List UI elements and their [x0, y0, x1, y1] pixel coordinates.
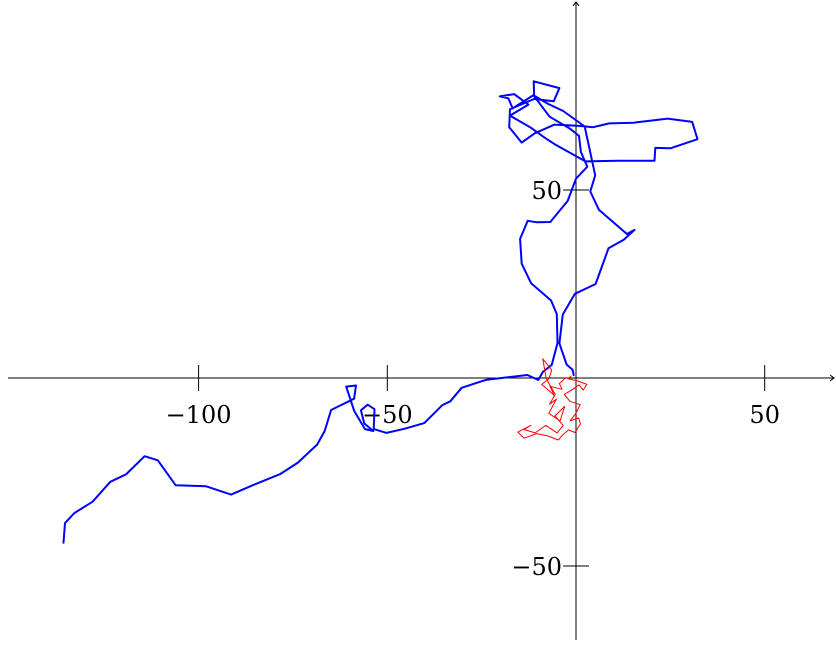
series-line-blue — [62, 80, 699, 544]
y-tick-label: 50 — [531, 177, 562, 205]
x-tick-label: 50 — [749, 401, 780, 429]
series-line-red — [517, 358, 588, 441]
y-tick-label: −50 — [511, 553, 562, 581]
x-tick-label: −100 — [166, 401, 232, 429]
series-group — [62, 80, 699, 544]
